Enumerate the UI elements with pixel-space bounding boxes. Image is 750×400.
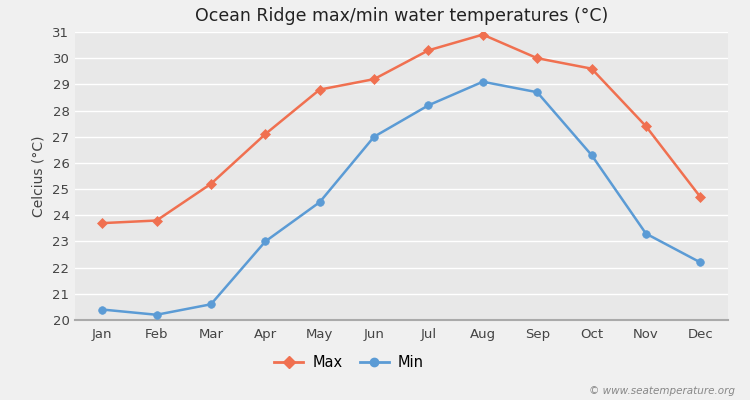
Title: Ocean Ridge max/min water temperatures (°C): Ocean Ridge max/min water temperatures (…: [195, 7, 608, 25]
Legend: Max, Min: Max, Min: [268, 350, 430, 376]
Y-axis label: Celcius (°C): Celcius (°C): [32, 135, 46, 217]
Text: © www.seatemperature.org: © www.seatemperature.org: [589, 386, 735, 396]
